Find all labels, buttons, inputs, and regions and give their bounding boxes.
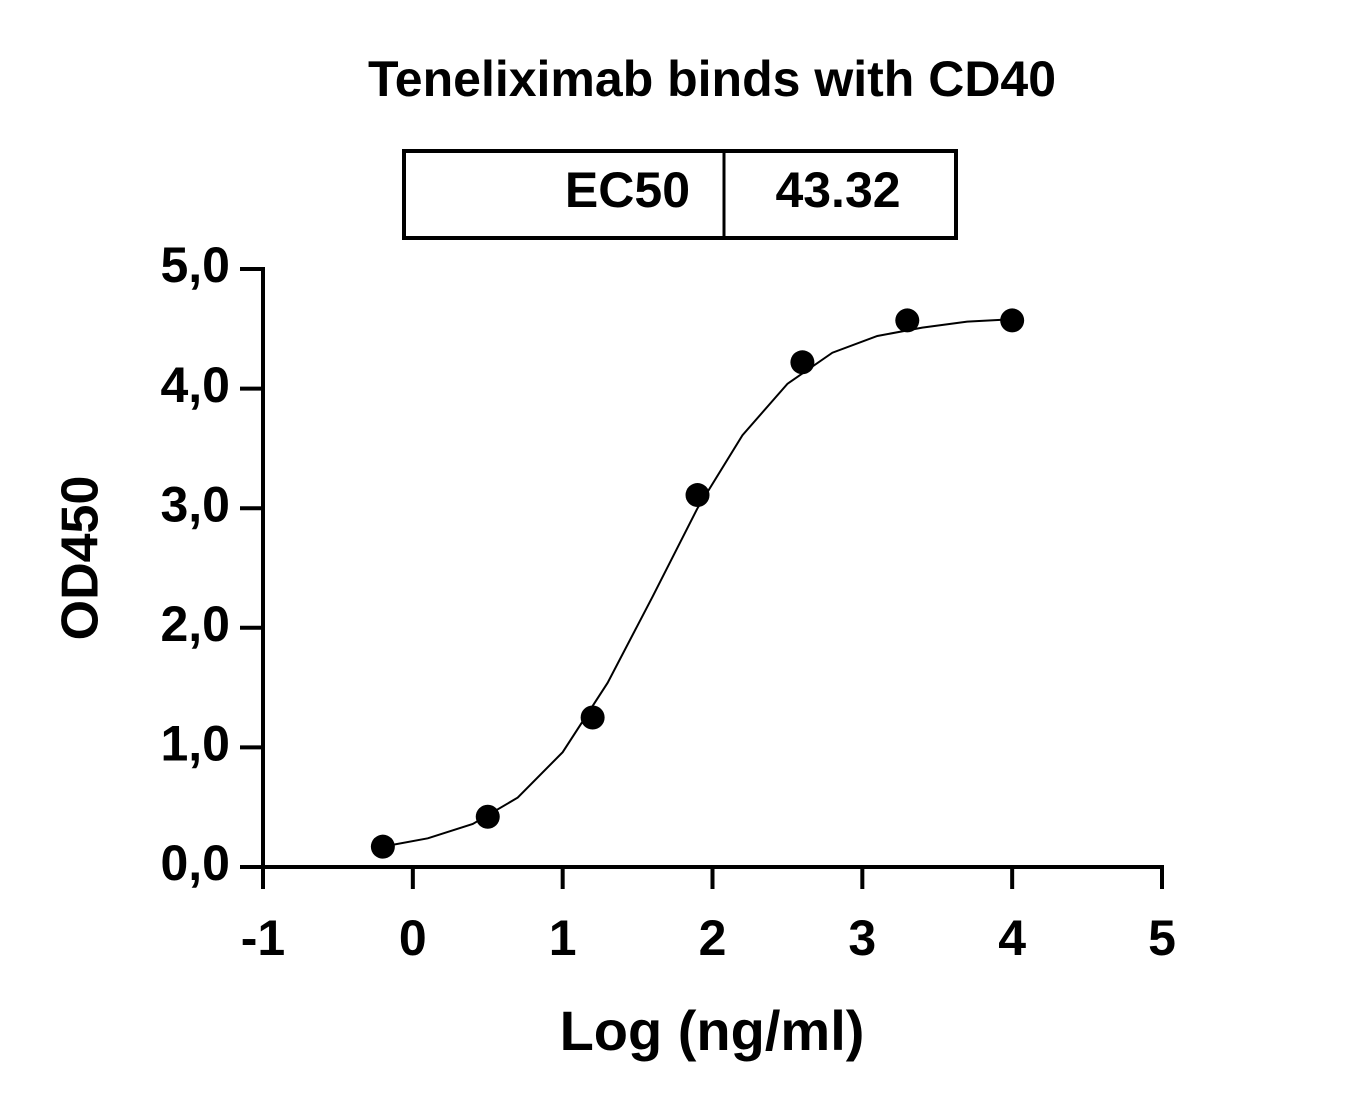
y-tick-label: 0,0 [160,835,230,891]
x-tick-label: 3 [848,910,876,966]
data-point [685,483,710,508]
fit-curve [382,318,1013,848]
y-tick-label: 5,0 [160,237,230,293]
ec50-label: EC50 [565,162,690,218]
data-point [580,705,605,730]
ec50-box [402,149,958,240]
x-tick-label: 1 [549,910,577,966]
data-point [475,804,500,829]
x-tick-label: 2 [699,910,727,966]
chart-title: Teneliximab binds with CD40 [368,51,1056,107]
ec50-value: 43.32 [775,162,900,218]
x-tick-label: -1 [241,910,285,966]
x-axis-label: Log (ng/ml) [560,999,865,1062]
data-point [895,308,920,333]
x-tick-label: 0 [399,910,427,966]
y-tick-label: 2,0 [160,596,230,652]
data-point [790,350,815,375]
data-point [1000,308,1025,333]
y-tick-label: 3,0 [160,476,230,532]
y-axis-label: OD450 [52,476,110,641]
x-tick-label: 4 [998,910,1026,966]
x-tick-label: 5 [1148,910,1176,966]
y-tick-label: 1,0 [160,716,230,772]
y-tick-label: 4,0 [160,357,230,413]
